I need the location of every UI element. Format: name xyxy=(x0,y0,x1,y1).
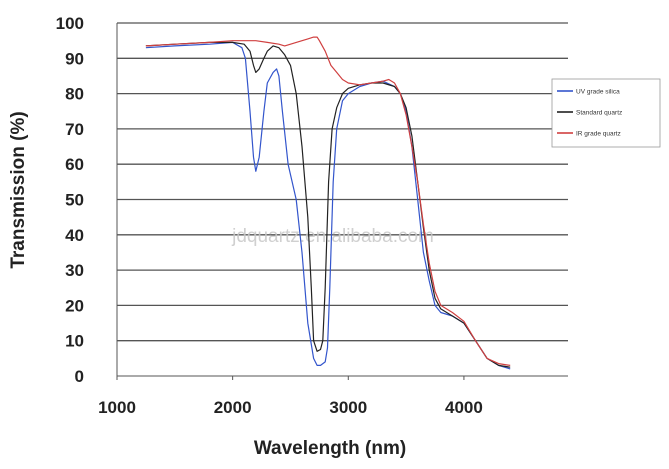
series-line-standard-quartz xyxy=(145,41,511,368)
legend-label: Standard quartz xyxy=(576,110,622,117)
y-tick-label: 60 xyxy=(65,155,84,174)
x-tick-label: 2000 xyxy=(214,398,252,417)
watermark-layer: jdquartz.en.alibaba.com xyxy=(231,226,434,247)
legend-label: IR grade quartz xyxy=(576,131,621,138)
tick-labels: 0 10 20 30 40 50 60 70 80 90 100 1000 2000 3000 4000 xyxy=(56,14,483,417)
axes xyxy=(116,23,568,377)
y-tick-label: 20 xyxy=(65,296,84,315)
y-tick-label: 70 xyxy=(65,120,84,139)
y-tick-label: 40 xyxy=(65,226,84,245)
legend-label: UV grade silica xyxy=(576,89,620,96)
series-layer xyxy=(145,36,511,370)
y-tick-label: 50 xyxy=(65,191,84,210)
y-tick-label: 30 xyxy=(65,261,84,280)
y-tick-label: 10 xyxy=(65,332,84,351)
watermark-text: jdquartz.en.alibaba.com xyxy=(231,226,434,247)
y-axis-title: Transmission (%) xyxy=(8,111,29,268)
series-line-uv-grade-silica xyxy=(145,41,511,370)
y-tick-label: 100 xyxy=(56,14,84,33)
y-tick-label: 90 xyxy=(65,49,84,68)
series-line-ir-grade-quartz xyxy=(145,36,511,366)
x-tick-label: 1000 xyxy=(98,398,136,417)
y-tick-label: 0 xyxy=(75,367,84,386)
legend: UV grade silica Standard quartz IR grade q… xyxy=(551,78,661,148)
x-tick-label: 3000 xyxy=(329,398,367,417)
x-axis-title: Wavelength (nm) xyxy=(254,438,406,459)
x-tick-label: 4000 xyxy=(445,398,483,417)
legend-box xyxy=(551,78,661,148)
gridlines xyxy=(117,22,568,342)
y-tick-label: 80 xyxy=(65,85,84,104)
